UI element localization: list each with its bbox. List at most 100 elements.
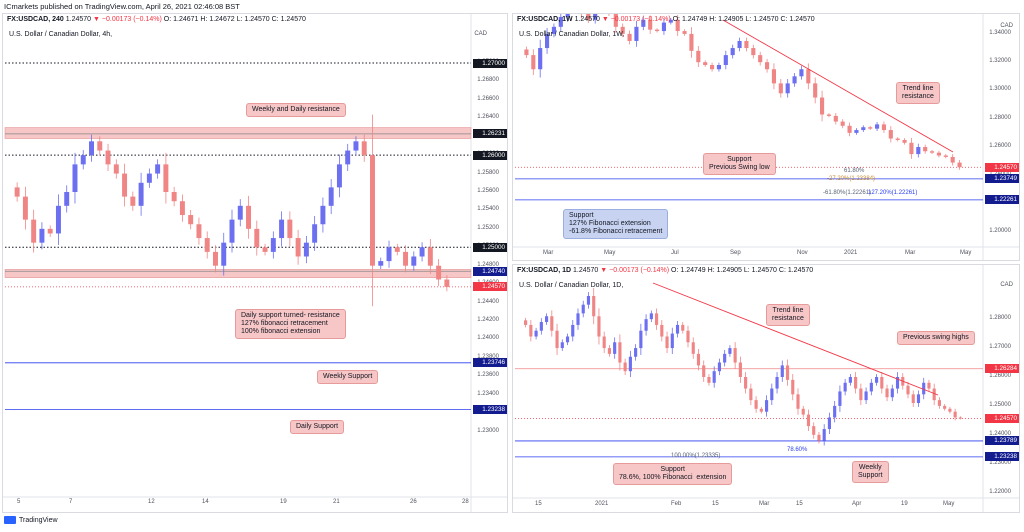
chart-1w-canvas[interactable]: [513, 14, 1020, 261]
candle: [229, 209, 235, 253]
candle-body: [55, 205, 61, 234]
y-tick-label: 1.28000: [989, 114, 1011, 121]
candle-body: [427, 247, 433, 266]
chart-1d-canvas[interactable]: [513, 265, 1020, 513]
candle-body: [675, 19, 680, 32]
candle-body: [246, 205, 252, 229]
candle-body: [31, 219, 37, 243]
candle-body: [345, 150, 351, 165]
candle-body: [916, 394, 921, 404]
chart-1w-subtitle: U.S. Dollar / Canadian Dollar, 1W,: [519, 31, 625, 38]
candle-body: [581, 304, 585, 314]
candle-body: [539, 322, 543, 331]
candle-body: [670, 333, 674, 349]
candle: [778, 79, 783, 98]
candle: [179, 194, 185, 222]
candle-body: [97, 141, 103, 151]
candle: [254, 220, 260, 256]
candle-body: [661, 22, 666, 32]
candle: [618, 334, 622, 371]
x-tick-label: Mar: [759, 501, 770, 507]
candle: [581, 14, 582, 19]
high-value: H: 1.24905: [709, 16, 744, 23]
candle: [885, 384, 889, 402]
candle-body: [675, 324, 680, 334]
candle-body: [529, 324, 533, 337]
candle-body: [655, 313, 659, 325]
candle-body: [737, 40, 742, 49]
candle: [531, 49, 536, 76]
candle-body: [531, 55, 536, 70]
candle: [733, 342, 737, 369]
candle: [155, 159, 161, 179]
candle: [668, 17, 673, 25]
y-tick-label: 1.25600: [477, 188, 499, 194]
candle-body: [922, 382, 926, 395]
candle: [538, 39, 543, 78]
candle: [749, 383, 753, 406]
candle: [655, 308, 659, 330]
candle: [754, 396, 758, 413]
candle-body: [155, 164, 161, 174]
candle: [950, 154, 955, 166]
candle-body: [419, 247, 425, 257]
candle: [838, 385, 842, 412]
x-tick-label: Jul: [671, 250, 679, 256]
chart-panel-4h[interactable]: FX:USDCAD, 240 1.24570 ▼ −0.00173 (−0.14…: [2, 13, 508, 513]
candle: [361, 134, 367, 162]
candle-body: [623, 362, 627, 372]
candle: [843, 378, 847, 396]
tradingview-footer[interactable]: TradingView: [4, 516, 58, 524]
chart-panel-1w[interactable]: FX:USDCAD, 1W 1.24570 ▼ −0.00173 (−0.14%…: [512, 13, 1020, 261]
support-previous-swing-low-note: Support Previous Swing low: [703, 153, 776, 175]
chart-panel-1d[interactable]: FX:USDCAD, 1D 1.24570 ▼ −0.00173 (−0.14%…: [512, 264, 1020, 513]
candle: [847, 122, 852, 137]
candle-body: [881, 124, 886, 131]
y-tick-label: 1.23400: [477, 390, 499, 397]
candle: [394, 243, 400, 256]
candle: [848, 374, 852, 386]
candle-body: [689, 33, 694, 51]
candle-body: [628, 356, 632, 372]
x-tick-label: 21: [333, 499, 340, 505]
candle: [703, 60, 708, 67]
candle: [696, 348, 701, 371]
candle-body: [691, 342, 695, 354]
chart-4h-canvas[interactable]: [3, 14, 508, 513]
price-tag-1-24570: 1.24570: [985, 162, 1019, 172]
candle-body: [843, 382, 847, 392]
last-price: 1.24570: [65, 16, 92, 23]
candle: [444, 275, 450, 292]
candle-body: [550, 316, 554, 331]
panel-1w-title: FX:USDCAD, 1W 1.24570 ▼ −0.00173 (−0.14%…: [517, 16, 815, 23]
candle-body: [524, 320, 528, 325]
candle: [791, 373, 795, 401]
candle-body: [538, 48, 543, 70]
candle: [529, 320, 533, 342]
candle: [31, 209, 37, 253]
candle-body: [902, 139, 907, 143]
trend-line[interactable]: [722, 19, 954, 153]
trend-line[interactable]: [652, 282, 939, 396]
candle: [780, 360, 784, 382]
candle-body: [287, 219, 293, 239]
y-tick-label: 1.23600: [477, 372, 499, 379]
fib-100-label: 100.00%(1.23335): [671, 453, 721, 459]
candle-body: [89, 141, 94, 156]
candle: [403, 245, 409, 273]
y-tick-label: 1.24800: [477, 261, 499, 268]
candle-body: [262, 247, 268, 252]
x-tick-label: 12: [148, 499, 155, 505]
y-tick-label: 1.30000: [989, 86, 1011, 93]
candle-body: [958, 417, 962, 419]
y-tick-label: 1.34000: [989, 29, 1011, 36]
candle-body: [613, 14, 618, 27]
candle: [759, 406, 763, 414]
candle: [861, 125, 866, 132]
candle: [613, 337, 617, 359]
candle-body: [545, 33, 550, 49]
candle: [957, 160, 962, 170]
candle-body: [833, 405, 837, 418]
y-tick-label: 1.25200: [477, 224, 499, 231]
candle: [906, 381, 910, 399]
